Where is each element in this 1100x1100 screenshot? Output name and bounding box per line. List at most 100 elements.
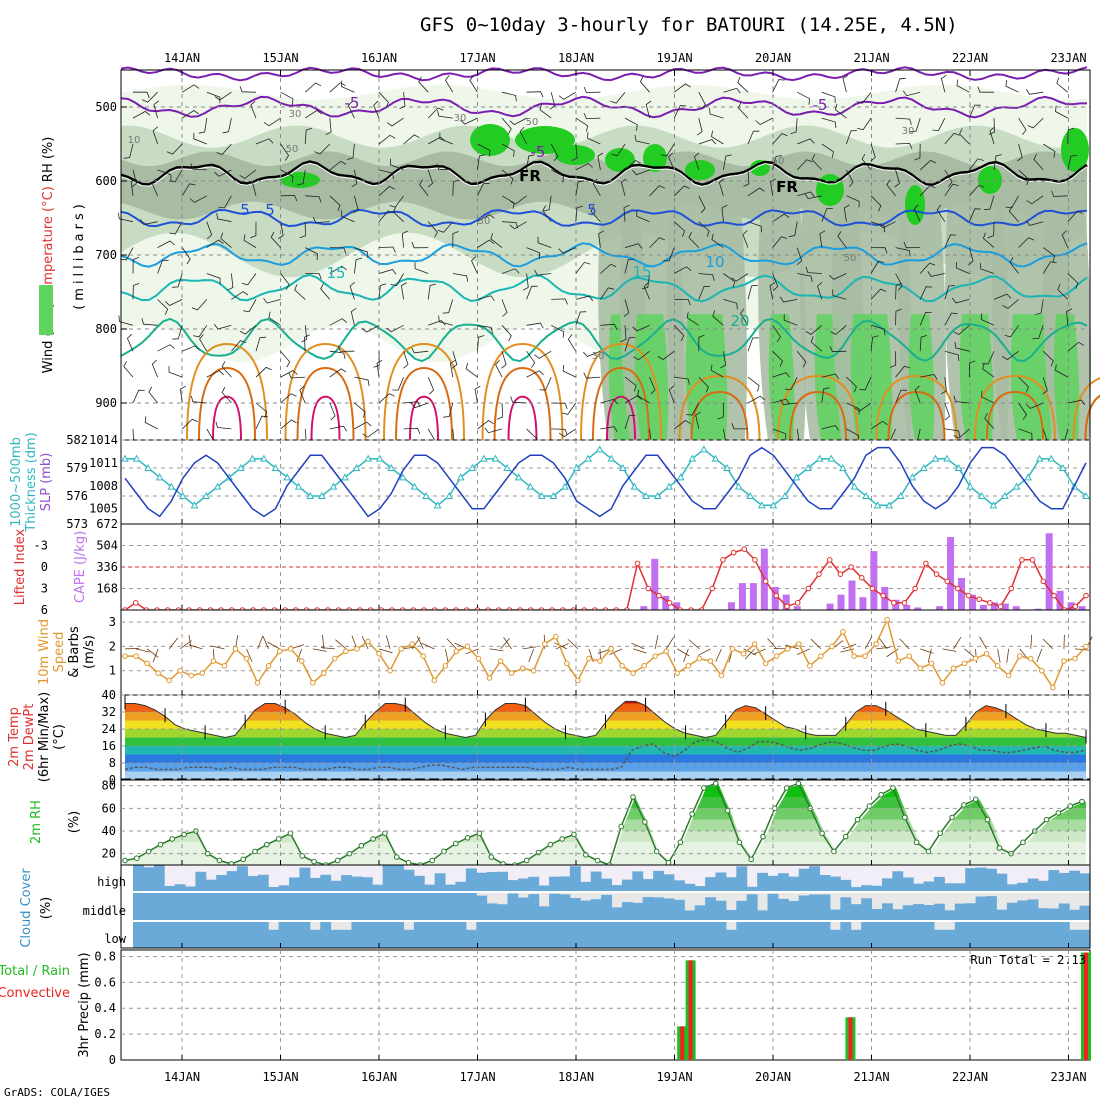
cloud-cover-bar xyxy=(153,922,165,948)
wind-speed-line-point xyxy=(354,646,360,652)
wind-speed-line-point xyxy=(652,653,659,659)
wind-barb xyxy=(982,232,995,248)
cape-bar xyxy=(749,583,757,610)
wind-barb xyxy=(452,231,459,248)
wind-barb xyxy=(140,219,158,225)
cloud-cover-bar xyxy=(621,902,633,920)
wind-barb xyxy=(834,103,847,119)
cloud-cover-bar xyxy=(497,871,508,891)
wind-barb xyxy=(239,85,257,93)
isotherm-freezing xyxy=(120,160,1088,187)
wind-barb xyxy=(817,281,823,300)
wind-barb xyxy=(819,230,826,248)
cloud-layer-label: middle xyxy=(83,904,126,918)
thickness-line-point xyxy=(769,501,778,509)
slp-axis-title: SLP (mb) xyxy=(39,453,54,512)
cloud-cover-bar xyxy=(996,873,1008,891)
cloud-cover-bar xyxy=(840,922,852,948)
li-line-point xyxy=(858,574,865,581)
wind-tick-label: 2 xyxy=(109,639,116,653)
side-label: Speed xyxy=(52,632,67,673)
side-label: SLP (mb) xyxy=(39,453,54,512)
side-label: (6hr Min/Max) xyxy=(37,692,52,782)
cloud-cover-bar xyxy=(850,887,862,891)
wind-barb xyxy=(903,241,921,249)
cape-bar xyxy=(947,537,955,610)
wind-barb xyxy=(551,298,568,305)
wind-barb xyxy=(600,323,618,330)
rh-line-point xyxy=(157,841,164,848)
wind-barb xyxy=(362,428,380,438)
isotherm-surface-loop xyxy=(1084,394,1100,441)
wind-barb xyxy=(477,420,494,430)
wind-barb xyxy=(747,337,759,352)
cloud-cover-bar xyxy=(632,871,644,891)
wind-barb xyxy=(255,402,268,418)
cloud-cover-bar xyxy=(382,893,394,920)
wind-barb xyxy=(558,428,577,438)
wind-barb xyxy=(421,642,435,650)
wind-barb xyxy=(902,90,921,97)
cloud-cover-bar xyxy=(621,922,633,948)
precip-legend-total: Total / Rain xyxy=(0,964,70,979)
wind-barb xyxy=(583,86,601,93)
wind-barb xyxy=(551,402,568,410)
cloud-cover-bar xyxy=(653,897,665,920)
cloud-cover-bar xyxy=(642,879,654,891)
wind-barb xyxy=(477,214,495,223)
wind-barb xyxy=(132,257,139,274)
thickness-line-point xyxy=(144,463,152,471)
cloud-cover-bar xyxy=(684,922,696,948)
wind-barb xyxy=(320,647,335,650)
wind-barb xyxy=(1026,195,1044,205)
cloud-cover-bar xyxy=(247,893,259,920)
cloud-cover-bar xyxy=(372,884,384,891)
rh-line-point xyxy=(701,785,707,791)
cloud-cover-bar xyxy=(268,893,280,920)
thickness-line-point xyxy=(653,491,662,499)
thickness-line-point xyxy=(537,491,546,499)
cloud-cover-bar xyxy=(1027,878,1039,891)
wind-tick-label: 3 xyxy=(109,615,116,629)
cloud-cover-bar xyxy=(382,922,394,948)
precip-legend-convective: Convective xyxy=(0,986,70,1001)
slp-line xyxy=(124,446,1087,518)
wind-barb xyxy=(968,247,974,266)
cloud-layer-label: low xyxy=(104,932,126,946)
thickness-line-point xyxy=(885,501,894,509)
pressure-tick-label: 800 xyxy=(95,322,117,336)
contour-label: 30 xyxy=(592,351,605,362)
wind-barb xyxy=(944,285,955,300)
rh-line-point xyxy=(122,857,128,864)
thickness-line-point xyxy=(433,501,442,509)
wind-barb xyxy=(674,266,692,274)
precip-tick-label: 0.4 xyxy=(94,1001,116,1015)
cloud-cover-bar xyxy=(205,922,217,948)
wind-tick-label: 1 xyxy=(109,664,116,678)
wind-speed-line-point xyxy=(298,658,305,664)
cape-tick-label: 504 xyxy=(96,539,118,553)
wind-barb xyxy=(250,100,257,119)
wind-barb xyxy=(449,359,456,378)
wind-barb xyxy=(1067,154,1077,170)
wind-barb xyxy=(744,648,755,660)
cape-bar xyxy=(793,606,801,610)
rh-line-point xyxy=(334,857,341,864)
cloud-cover-bar xyxy=(1048,908,1060,920)
wind-barb xyxy=(347,100,355,119)
wind-barb xyxy=(790,118,798,135)
wind-speed-line-point xyxy=(254,680,261,686)
cloud-cover-bar xyxy=(289,922,300,948)
wind-barb xyxy=(797,191,815,198)
wind-barb xyxy=(280,350,291,368)
date-label-top: 22JAN xyxy=(952,51,988,65)
li-line-point xyxy=(1072,603,1079,610)
cloud-cover-bar xyxy=(320,893,332,920)
cape-bar xyxy=(1034,608,1042,610)
wind-barb xyxy=(969,184,985,197)
wind-barb xyxy=(378,185,395,197)
wind-barb xyxy=(218,195,232,209)
wind-barb xyxy=(953,324,970,335)
cloud-cover-bar xyxy=(746,922,758,948)
